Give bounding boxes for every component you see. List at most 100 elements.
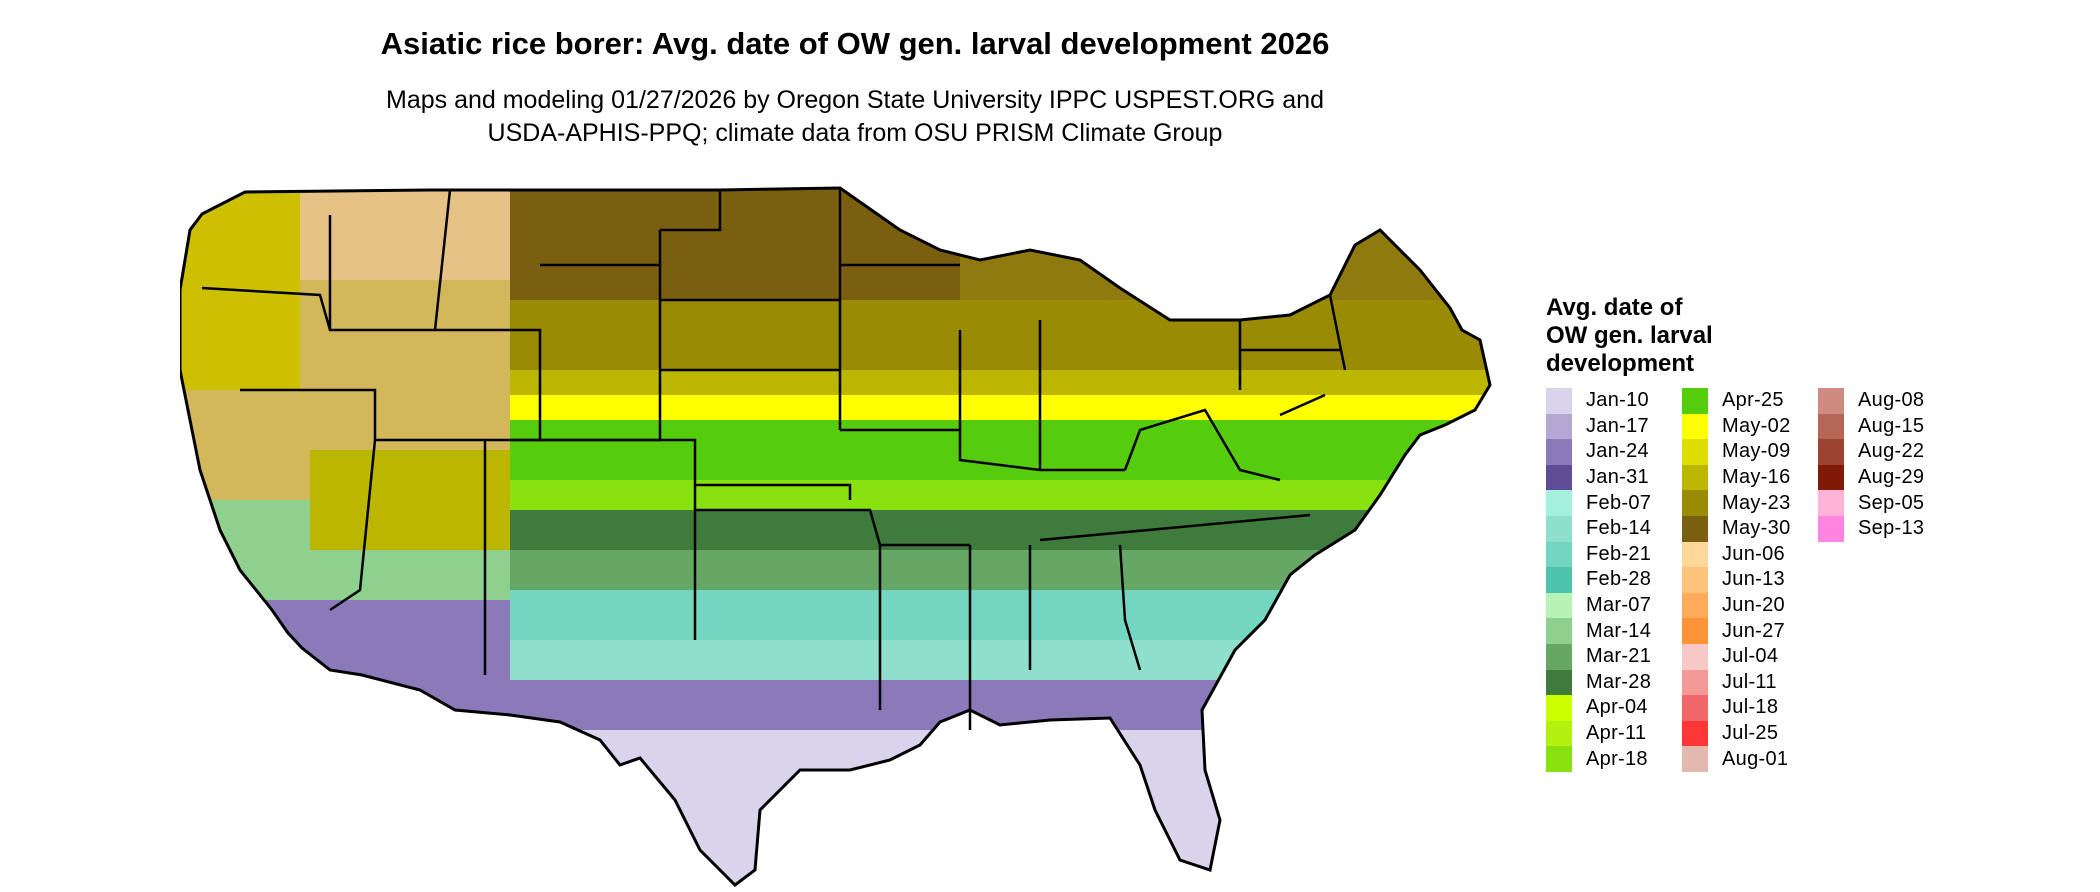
legend-label: Mar-07 <box>1586 594 1652 617</box>
legend-item: May-02 <box>1682 413 1806 440</box>
legend-swatch <box>1818 439 1844 465</box>
legend-label: Feb-28 <box>1586 568 1652 591</box>
legend-swatch <box>1546 669 1572 696</box>
legend-swatch <box>1682 669 1708 696</box>
legend-label: Mar-28 <box>1586 670 1652 693</box>
legend-label: Feb-07 <box>1586 491 1652 514</box>
legend-title-line-3: development <box>1546 350 1695 377</box>
legend-item: Jan-24 <box>1546 439 1670 465</box>
legend-label: Jun-27 <box>1722 619 1785 642</box>
legend-label: Jan-17 <box>1586 414 1649 437</box>
legend-swatch <box>1546 695 1572 721</box>
legend-label: Jan-31 <box>1586 466 1649 489</box>
legend-item: Mar-14 <box>1546 618 1670 644</box>
legend-column: Jan-10 Jan-17 Jan-24 Jan-31 Feb-07 Feb-14 Feb-… <box>1546 388 1670 772</box>
legend-item: Mar-21 <box>1546 643 1670 670</box>
legend-swatch <box>1682 515 1708 542</box>
legend-swatch <box>1682 388 1708 414</box>
subtitle-line-1: Maps and modeling 01/27/2026 by Oregon S… <box>386 86 1324 114</box>
legend-label: May-02 <box>1722 414 1791 437</box>
legend-label: May-30 <box>1722 517 1791 540</box>
legend-label: May-09 <box>1722 440 1791 463</box>
legend-label: Apr-25 <box>1722 389 1784 412</box>
legend-swatch <box>1682 746 1708 772</box>
legend-swatch <box>1546 567 1572 593</box>
legend-swatch <box>1682 643 1708 670</box>
legend-label: Feb-21 <box>1586 542 1652 565</box>
legend-swatch <box>1818 490 1844 516</box>
legend-swatch <box>1682 464 1708 491</box>
legend-item: Jun-20 <box>1682 592 1806 619</box>
legend-swatch <box>1546 746 1572 772</box>
legend-label: Jun-06 <box>1722 542 1785 565</box>
legend-item: Feb-21 <box>1546 541 1670 568</box>
legend-swatch <box>1682 695 1708 721</box>
legend-item: Sep-05 <box>1818 490 1942 516</box>
legend-item: Sep-13 <box>1818 515 1942 542</box>
legend-item: Feb-07 <box>1546 490 1670 516</box>
state-boundaries <box>201 188 1347 730</box>
legend-label: Aug-08 <box>1858 389 1925 412</box>
legend-swatch <box>1546 592 1572 619</box>
legend-label: Jul-11 <box>1722 670 1777 693</box>
us-phenology-map <box>180 186 1492 887</box>
legend-swatch <box>1682 413 1708 440</box>
legend-label: May-23 <box>1722 491 1791 514</box>
legend-swatch <box>1546 643 1572 670</box>
legend-title-line-2: OW gen. larval <box>1546 322 1713 349</box>
legend-item: May-09 <box>1682 439 1806 465</box>
legend-item: Aug-22 <box>1818 439 1942 465</box>
legend-item: May-30 <box>1682 515 1806 542</box>
legend-item: Apr-25 <box>1682 388 1806 414</box>
legend-title: Avg. date of OW gen. larval development <box>1546 294 1713 378</box>
legend-swatch <box>1546 388 1572 414</box>
map-title: Asiatic rice borer: Avg. date of OW gen.… <box>380 26 1330 61</box>
legend-label: May-16 <box>1722 466 1791 489</box>
legend-item: Jun-06 <box>1682 541 1806 568</box>
legend-label: Jan-10 <box>1586 389 1649 412</box>
legend-label: Mar-14 <box>1586 619 1652 642</box>
legend-swatch <box>1818 515 1844 542</box>
legend-swatch <box>1546 464 1572 491</box>
legend-item: Mar-07 <box>1546 592 1670 619</box>
legend-label: Aug-15 <box>1858 414 1925 437</box>
legend-column: Aug-08 Aug-15 Aug-22 Aug-29 Sep-05 Sep-13 <box>1818 388 1942 772</box>
legend-label: Jul-04 <box>1722 645 1779 668</box>
legend-item: Jan-10 <box>1546 388 1670 414</box>
legend-label: Sep-05 <box>1858 491 1925 514</box>
legend-item: Jan-17 <box>1546 413 1670 440</box>
legend-item: Aug-08 <box>1818 388 1942 414</box>
legend-swatch <box>1682 439 1708 465</box>
legend-label: Jun-20 <box>1722 594 1785 617</box>
legend-item: Feb-28 <box>1546 567 1670 593</box>
legend-label: Jul-18 <box>1722 696 1779 719</box>
legend-swatch <box>1682 567 1708 593</box>
legend-item: Jan-31 <box>1546 464 1670 491</box>
legend-item: Apr-11 <box>1546 720 1670 747</box>
legend-label: Feb-14 <box>1586 517 1652 540</box>
legend-label: Apr-11 <box>1586 722 1647 745</box>
legend-swatch <box>1546 720 1572 747</box>
legend-swatch <box>1818 388 1844 414</box>
legend-label: Jun-13 <box>1722 568 1785 591</box>
legend-item: Jul-11 <box>1682 669 1806 696</box>
legend-swatch <box>1546 413 1572 440</box>
legend-item: Jun-13 <box>1682 567 1806 593</box>
legend-item: Jul-04 <box>1682 643 1806 670</box>
legend-item: Apr-18 <box>1546 746 1670 772</box>
legend-item: Feb-14 <box>1546 515 1670 542</box>
legend-swatch <box>1546 515 1572 542</box>
legend-item: Jul-18 <box>1682 695 1806 721</box>
legend-swatch <box>1546 618 1572 644</box>
legend-label: Mar-21 <box>1586 645 1652 668</box>
legend-label: Aug-01 <box>1722 747 1789 770</box>
subtitle-line-2: USDA-APHIS-PPQ; climate data from OSU PR… <box>487 119 1223 147</box>
legend-label: Jul-25 <box>1722 722 1779 745</box>
map-subtitle: Maps and modeling 01/27/2026 by Oregon S… <box>0 84 1710 150</box>
legend-item: May-16 <box>1682 464 1806 491</box>
legend-label: Apr-04 <box>1586 696 1648 719</box>
phenology-bands <box>180 188 1490 885</box>
legend-label: Jan-24 <box>1586 440 1649 463</box>
legend-item: Jul-25 <box>1682 720 1806 747</box>
legend-column: Apr-25 May-02 May-09 May-16 May-23 May-30 Jun-… <box>1682 388 1806 772</box>
